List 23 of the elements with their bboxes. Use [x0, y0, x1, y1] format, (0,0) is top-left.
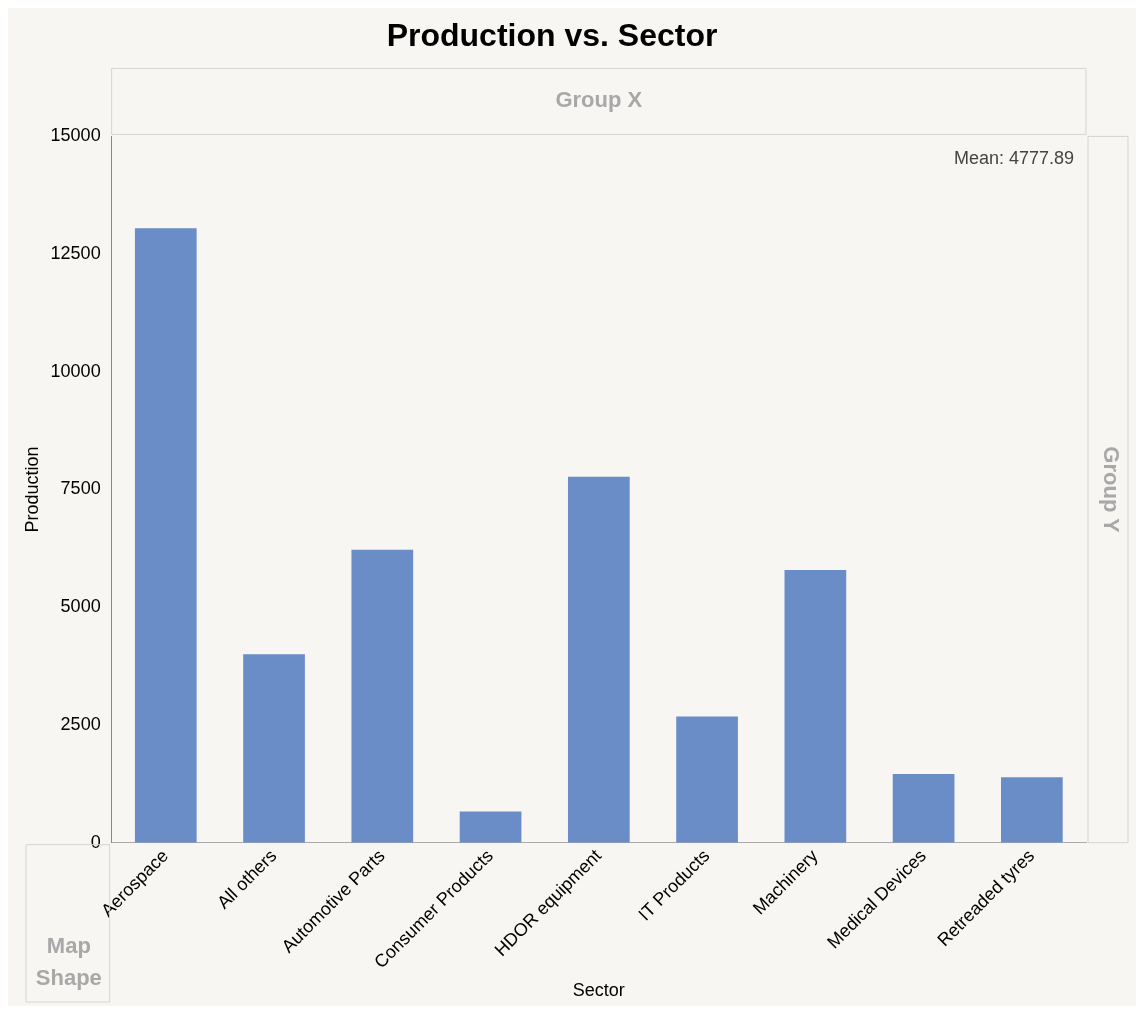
bar [243, 654, 305, 843]
y-axis-title: Production [21, 446, 42, 533]
y-tick-label: 7500 [60, 478, 101, 499]
x-axis-title: Sector [572, 980, 625, 1001]
text: Group X [555, 87, 643, 113]
y-tick-label: 0 [90, 831, 101, 852]
text: Map Shape [35, 932, 102, 990]
bar [892, 773, 955, 843]
bar [459, 811, 522, 843]
bar [351, 549, 414, 843]
bar [1001, 777, 1063, 843]
y-tick-label: 15000 [50, 125, 101, 146]
y-tick-label: 10000 [50, 360, 101, 381]
bar [567, 476, 630, 843]
bar [134, 228, 197, 843]
annotation: Mean: 4777.89 [953, 148, 1074, 169]
chart-title: Production vs. Sector [386, 17, 718, 54]
bar [784, 570, 847, 843]
y-tick-label: 2500 [60, 713, 101, 734]
bar [676, 716, 738, 843]
y-tick-label: 5000 [60, 596, 101, 617]
y-tick-label: 12500 [50, 243, 101, 264]
text: Group Y [1098, 446, 1124, 534]
